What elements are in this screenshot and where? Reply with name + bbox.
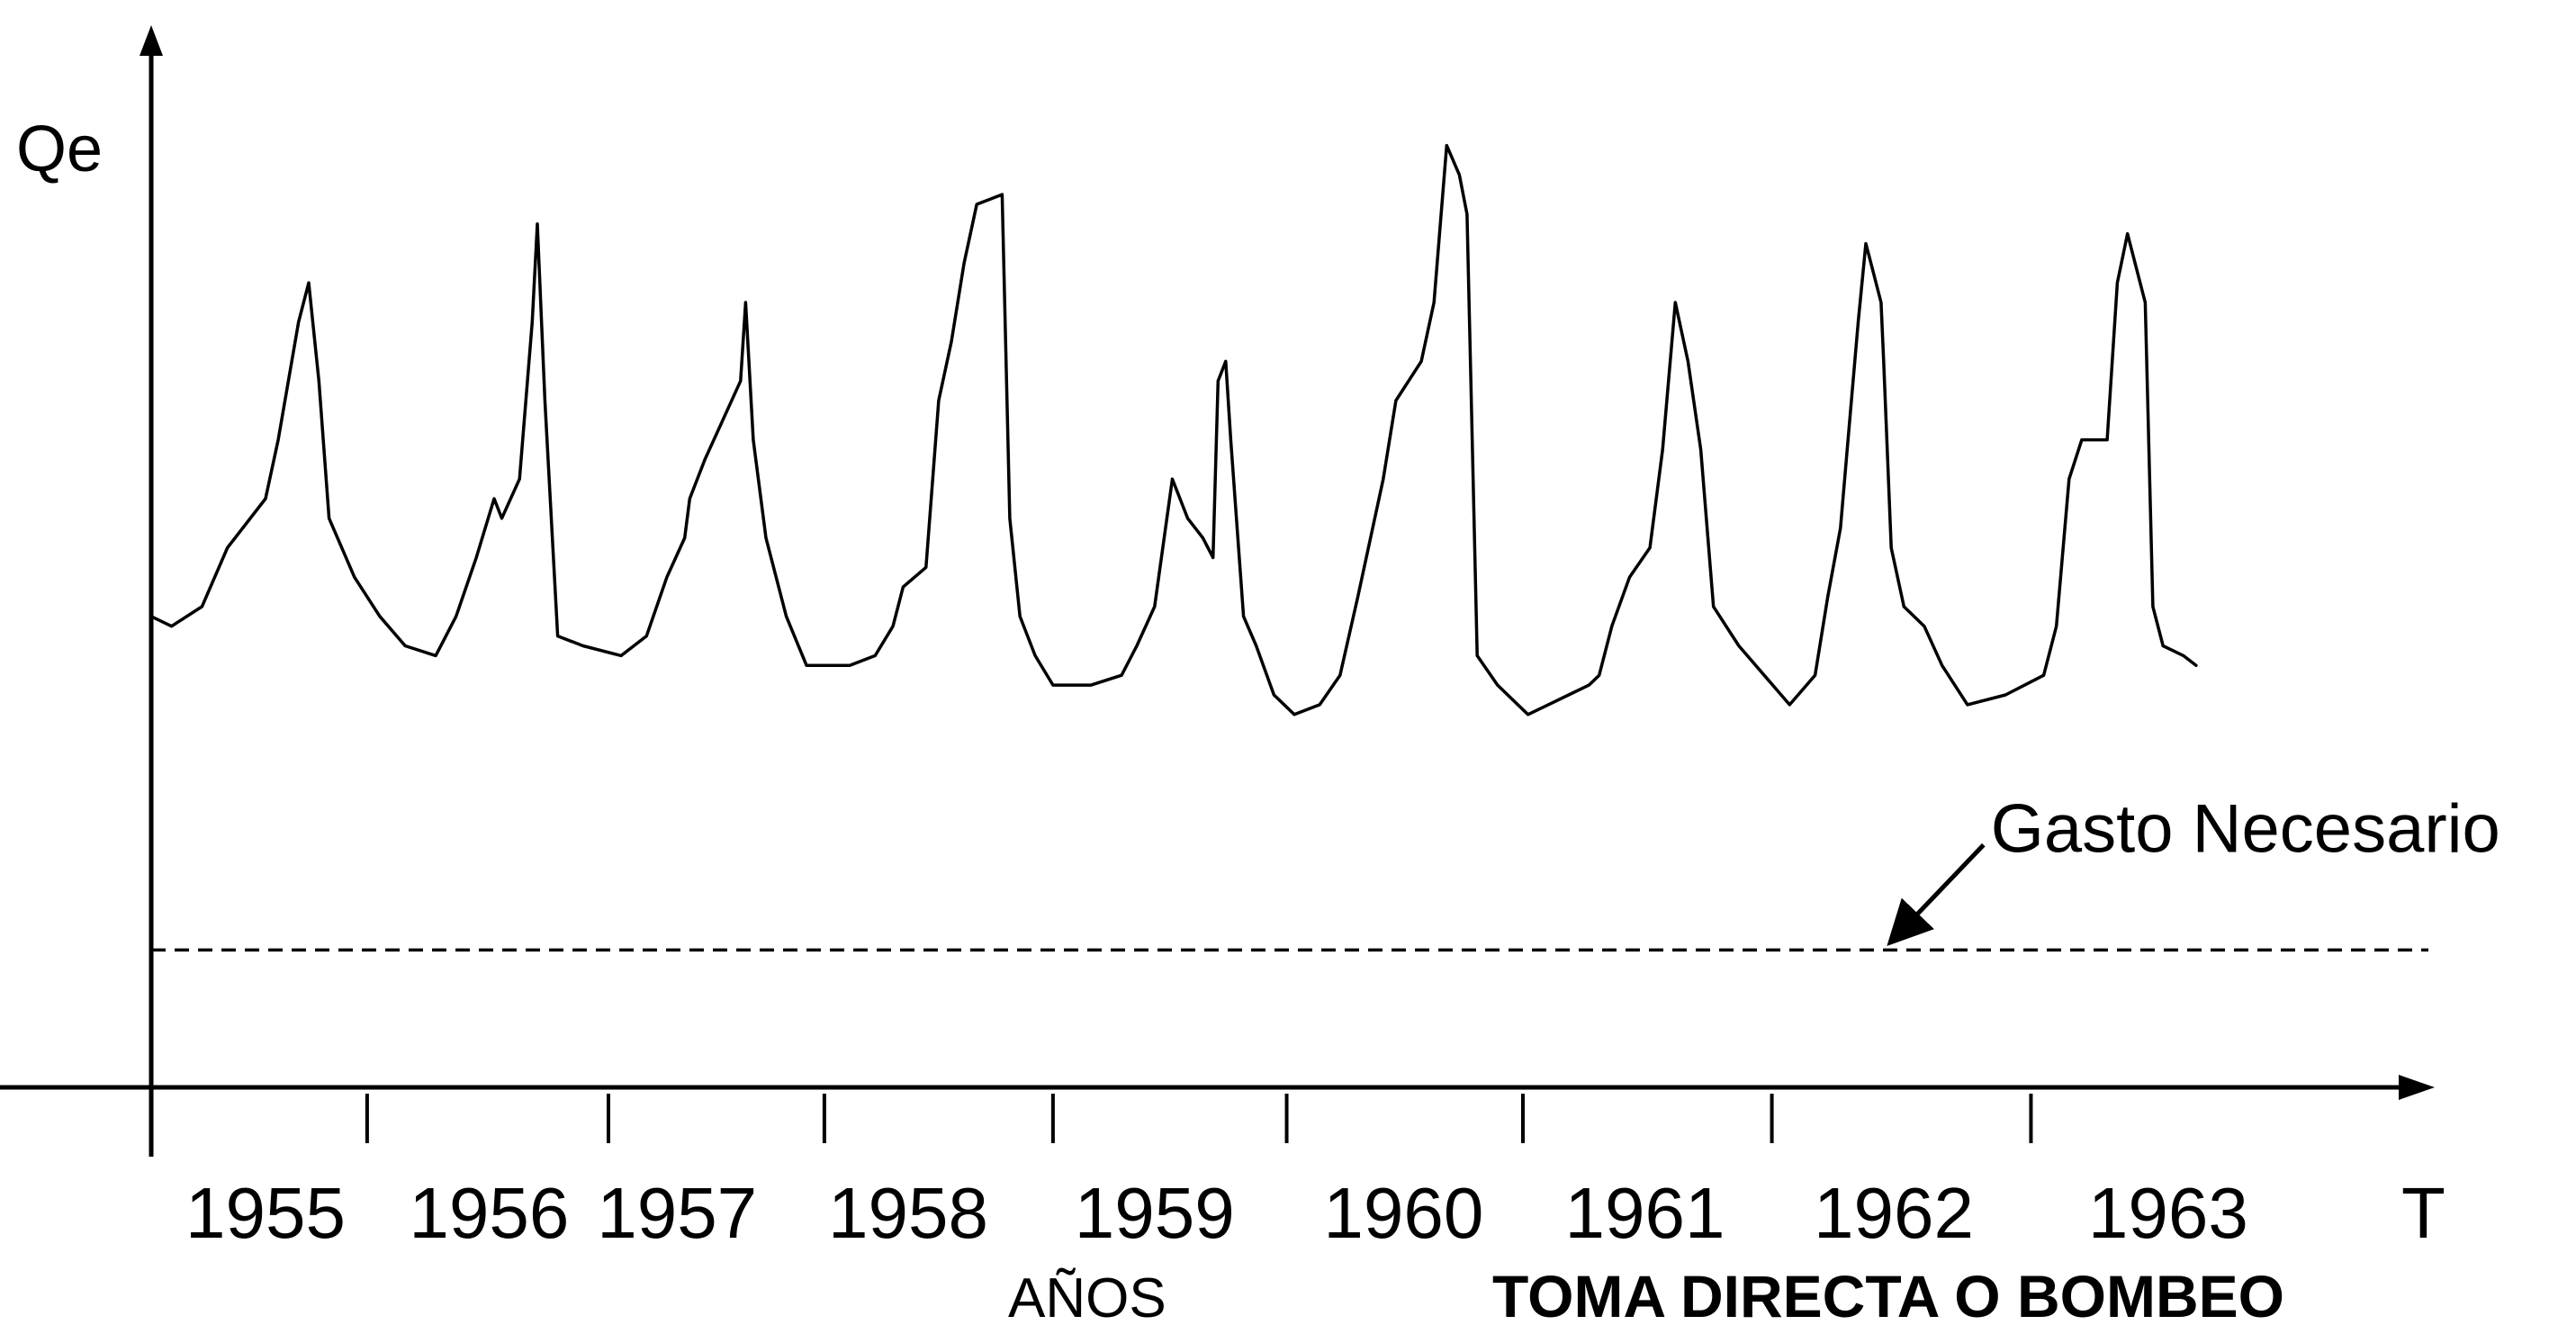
x-axis-subtitle: AÑOS — [1008, 1267, 1166, 1329]
y-axis-label: Qe — [16, 113, 103, 185]
chart-caption: TOMA DIRECTA O BOMBEO — [1492, 1263, 2284, 1329]
x-ticks — [149, 1087, 2033, 1157]
x-axis-arrow-icon — [2399, 1075, 2435, 1100]
x-tick-label-1957: 1957 — [597, 1173, 757, 1253]
x-tick-label-1959: 1959 — [1075, 1173, 1235, 1253]
annotation-arrow-icon — [1887, 843, 1986, 947]
x-tick-label-1962: 1962 — [1814, 1173, 1974, 1253]
x-tick-label-1955: 1955 — [185, 1173, 346, 1253]
x-tick-label-1963: 1963 — [2088, 1173, 2248, 1253]
qe-series-line — [149, 143, 2198, 717]
x-tick-labels: 1955 1956 1957 1958 1959 1960 1961 1962 1963 — [185, 1173, 2248, 1253]
gasto-necesario-label: Gasto Necesario — [1991, 791, 2500, 868]
y-axis-arrow-icon — [140, 25, 163, 56]
x-tick-label-1956: 1956 — [409, 1173, 569, 1253]
x-tick-label-1958: 1958 — [828, 1173, 988, 1253]
x-tick-label-1961: 1961 — [1564, 1173, 1725, 1253]
x-axis-label: T — [2401, 1173, 2445, 1253]
x-tick-label-1960: 1960 — [1323, 1173, 1483, 1253]
